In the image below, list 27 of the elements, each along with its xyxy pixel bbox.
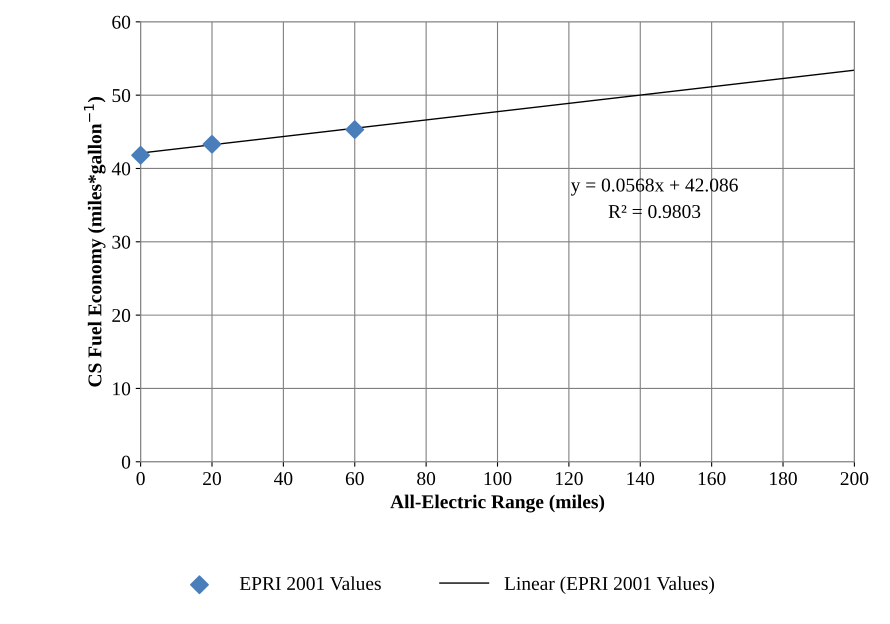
y-tick-label: 0 bbox=[122, 456, 130, 469]
x-tick-label: 180 bbox=[770, 472, 797, 486]
x-tick-label: 20 bbox=[203, 472, 221, 486]
x-tick-label: 0 bbox=[136, 472, 145, 486]
point bbox=[131, 146, 150, 165]
x-axis-title: All-Electric Range (miles) bbox=[390, 494, 604, 512]
point bbox=[345, 120, 364, 140]
annotation: y = 0.0568x + 42.086 bbox=[570, 178, 738, 196]
y-tick-label: 30 bbox=[112, 236, 130, 249]
y-tick-label: 10 bbox=[113, 382, 130, 396]
y-axis-title: CS Fuel Economy (miles*gallon$^{−1}$) bbox=[84, 97, 106, 387]
x-tick-label: 100 bbox=[484, 472, 512, 486]
x-tick-label: 60 bbox=[346, 472, 364, 486]
y-tick-label: 50 bbox=[112, 88, 130, 102]
x-tick-label: 160 bbox=[698, 472, 726, 486]
point bbox=[202, 134, 222, 154]
x-tick-label: 80 bbox=[417, 472, 436, 486]
y-tick-label: 60 bbox=[112, 16, 130, 29]
y-tick-label: 40 bbox=[112, 162, 130, 176]
annotation: R² = 0.9803 bbox=[608, 204, 700, 218]
x-tick-label: 200 bbox=[840, 472, 868, 486]
x-tick-label: 40 bbox=[274, 472, 292, 486]
legend-label: EPRI 2001 Values bbox=[240, 576, 381, 590]
x-tick-label: 140 bbox=[627, 472, 654, 486]
y-tick-label: 20 bbox=[112, 308, 130, 322]
x-tick-label: 120 bbox=[556, 472, 583, 486]
legend-label: Linear (EPRI 2001 Values) bbox=[504, 576, 714, 594]
